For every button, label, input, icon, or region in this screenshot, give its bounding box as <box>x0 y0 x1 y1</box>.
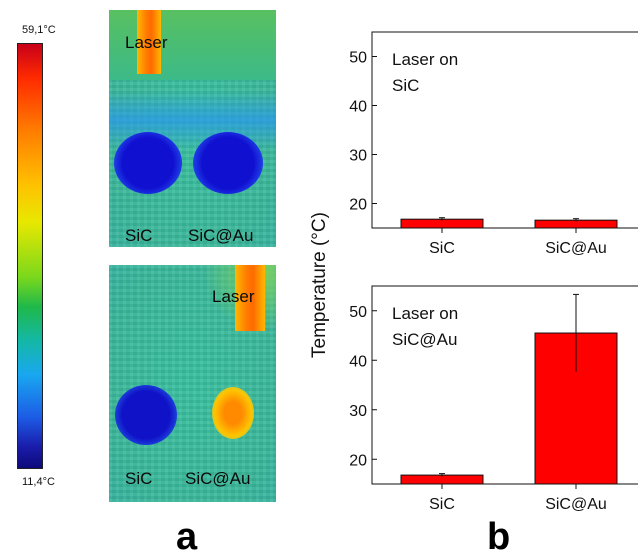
laser-label-top: Laser <box>125 33 168 52</box>
laser-spot-bottom <box>235 265 265 331</box>
laser-spot-top <box>137 10 161 74</box>
plot-frame <box>371 285 638 485</box>
y-tick-label: 40 <box>349 353 367 370</box>
chart-laser-on-sicau: 20 30 40 50 SiC SiC@Au Laser on SiC@Au <box>349 285 638 513</box>
y-tick-label: 20 <box>349 197 367 214</box>
colorbar-max-label: 59,1°C <box>22 24 56 36</box>
chart-annotation: SiC@Au <box>392 330 457 349</box>
chart-annotation: SiC <box>392 76 419 95</box>
panel-letter-b: b <box>487 516 511 558</box>
chart-annotation: Laser on <box>392 304 458 323</box>
plot-frame <box>371 31 638 229</box>
x-tick-label: SiC <box>429 496 455 513</box>
chart-laser-on-sic: 20 30 40 50 SiC SiC@Au Laser on SiC <box>349 31 638 257</box>
x-tick-label: SiC <box>429 240 455 257</box>
sicau-spot-bottom <box>212 387 254 439</box>
temperature-colorbar <box>17 43 43 469</box>
y-tick-label: 30 <box>349 403 367 420</box>
y-tick-label: 50 <box>349 304 367 321</box>
sicau-label-top: SiC@Au <box>188 226 254 245</box>
colorbar-min-label: 11,4°C <box>22 476 55 488</box>
sic-label-bottom: SiC <box>125 469 153 488</box>
sicau-spot-top <box>193 132 263 194</box>
laser-label-bottom: Laser <box>212 287 255 306</box>
y-tick-label: 30 <box>349 148 367 165</box>
sic-spot-bottom <box>115 385 177 445</box>
y-tick-label: 50 <box>349 50 367 67</box>
y-tick-label: 20 <box>349 452 367 469</box>
thermal-image-top: Laser SiC SiC@Au <box>109 10 276 247</box>
sicau-label-bottom: SiC@Au <box>185 469 251 488</box>
y-tick-label: 40 <box>349 99 367 116</box>
x-tick-label: SiC@Au <box>545 240 607 257</box>
thermal-image-bottom: Laser SiC SiC@Au <box>109 265 276 502</box>
sic-label-top: SiC <box>125 226 153 245</box>
x-tick-label: SiC@Au <box>545 496 607 513</box>
chart-annotation: Laser on <box>392 50 458 69</box>
panel-letter-a: a <box>176 516 198 558</box>
sic-spot-top <box>114 132 182 194</box>
